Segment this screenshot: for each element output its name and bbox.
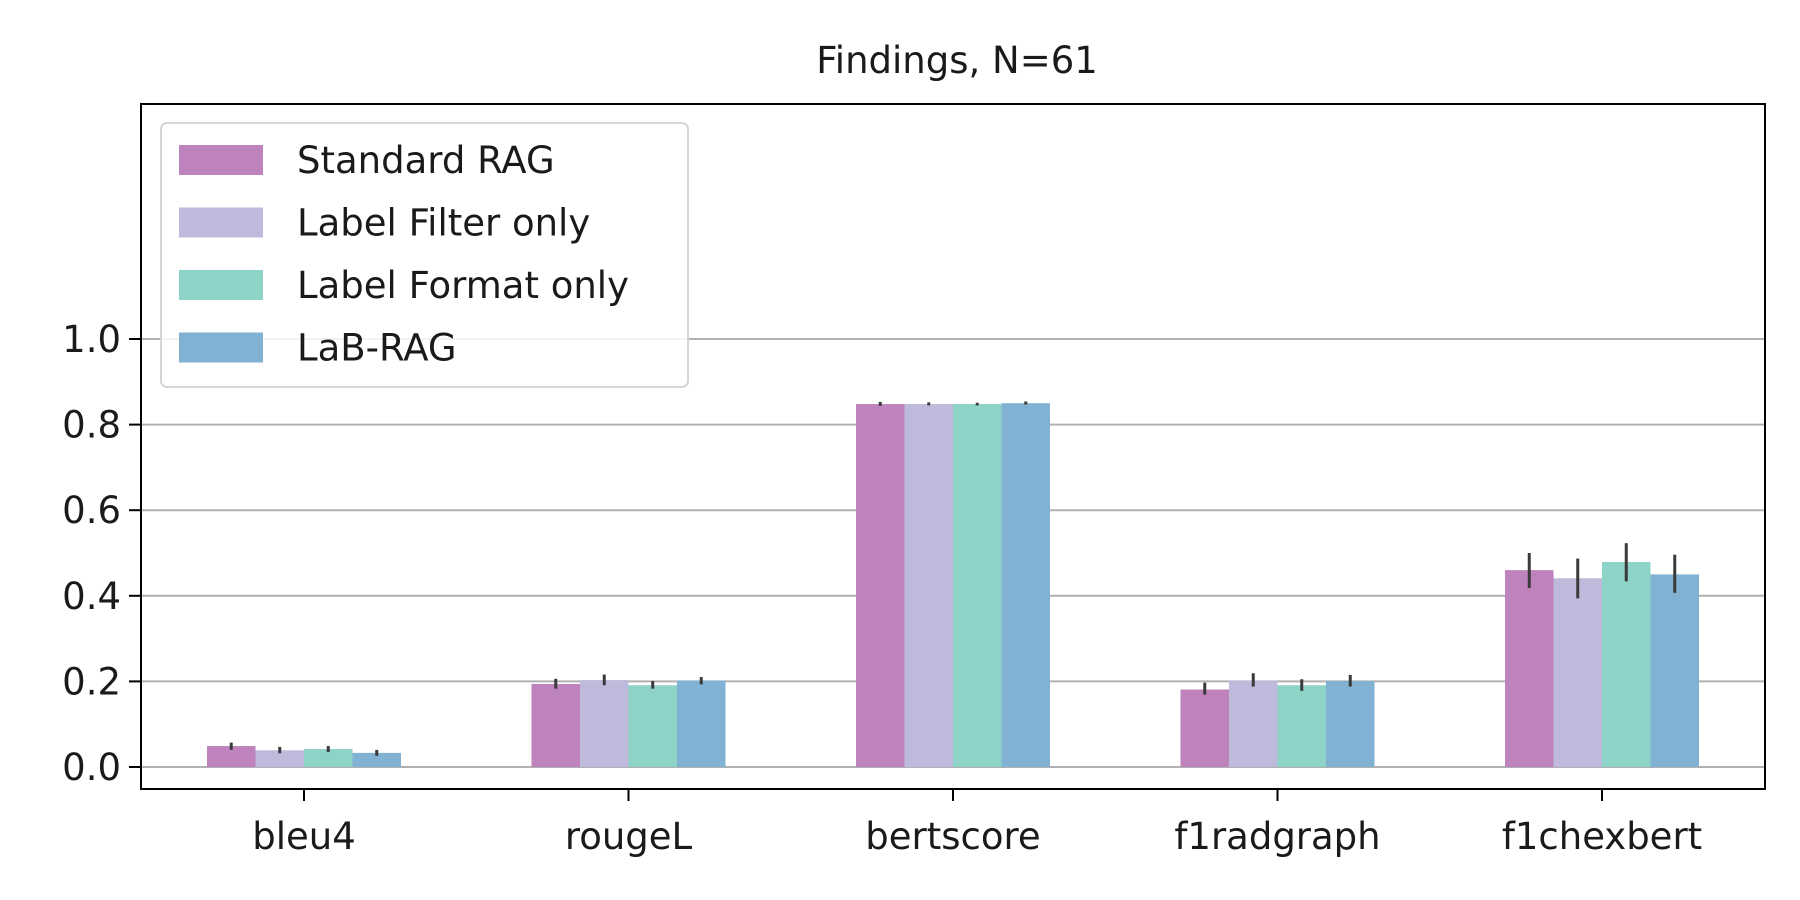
bar — [531, 683, 580, 767]
x-tick-label: rougeL — [565, 815, 693, 858]
legend-box — [160, 122, 689, 388]
legend-swatch — [179, 145, 263, 175]
bar — [352, 752, 401, 767]
y-axis: 0.0 0.2 0.4 0.6 0.8 1.0 — [62, 318, 141, 789]
chart-title: Findings, N=61 — [816, 39, 1098, 82]
y-tick-label: 1.0 — [62, 318, 121, 361]
bar — [580, 680, 629, 767]
bar — [677, 680, 726, 767]
bar — [304, 749, 353, 767]
bar — [1650, 574, 1699, 767]
legend-swatch — [179, 207, 263, 238]
bar — [1326, 680, 1375, 767]
bar — [1505, 570, 1554, 767]
x-tick-label: bleu4 — [252, 815, 356, 858]
bars — [207, 403, 1699, 767]
bar — [953, 404, 1002, 767]
bar — [1277, 685, 1326, 767]
bar — [628, 685, 677, 767]
legend-label: Label Format only — [297, 264, 629, 307]
bar — [1602, 561, 1651, 767]
y-tick-label: 0.4 — [62, 575, 121, 618]
y-tick-label: 0.2 — [62, 660, 121, 703]
bar — [1229, 680, 1278, 767]
bar — [904, 404, 953, 767]
bar — [856, 404, 905, 767]
legend-label: LaB-RAG — [297, 327, 457, 370]
y-tick-label: 0.0 — [62, 746, 121, 789]
x-axis: bleu4 rougeL bertscore f1radgraph f1chexbert — [252, 789, 1702, 858]
y-tick-label: 0.8 — [62, 404, 121, 447]
x-tick-label: f1chexbert — [1502, 815, 1702, 858]
bar — [207, 746, 256, 767]
bar — [1001, 403, 1050, 767]
x-tick-label: bertscore — [865, 815, 1040, 858]
legend: Standard RAG Label Filter only Label Forma… — [160, 122, 689, 388]
legend-swatch — [179, 270, 263, 300]
legend-swatch — [179, 332, 263, 363]
bar — [1180, 689, 1229, 767]
error-bars — [229, 401, 1677, 756]
legend-label: Standard RAG — [297, 139, 555, 182]
bar — [255, 750, 304, 767]
bar — [1553, 578, 1602, 767]
y-tick-label: 0.6 — [62, 489, 121, 532]
legend-label: Label Filter only — [297, 202, 590, 245]
x-tick-label: f1radgraph — [1174, 815, 1380, 858]
